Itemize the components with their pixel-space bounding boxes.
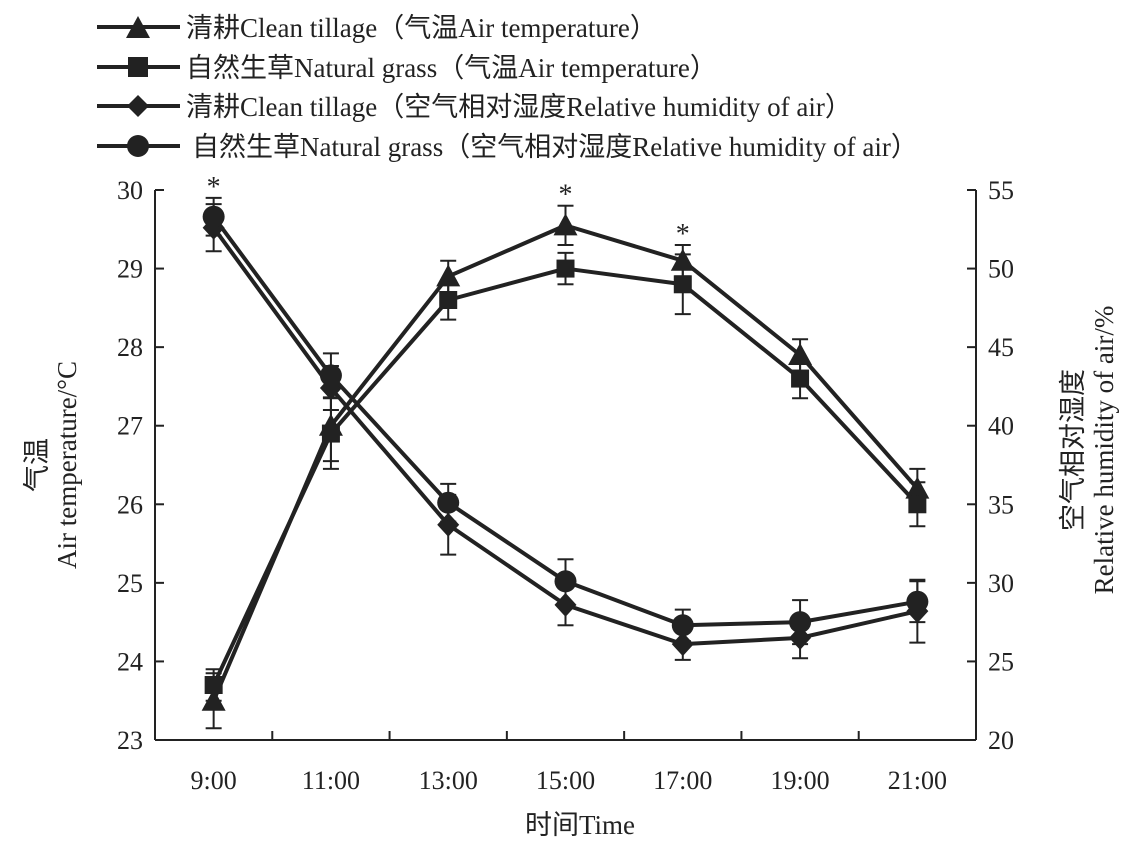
left-tick-label: 24 [117,647,143,676]
axes: 23 24 25 26 27 28 29 30 20 25 30 35 40 45 50 55 9:00 11… [117,176,1014,795]
legend-label: 自然生草Natural grass（空气相对湿度Relative humidit… [192,132,918,162]
significance-star: * [676,219,690,250]
right-tick-label: 20 [988,726,1014,755]
right-tick-label: 50 [988,255,1014,284]
circle-data-point [671,614,694,637]
circle-data-point [906,590,929,613]
legend-label: 清耕Clean tillage（气温Air temperature） [186,13,657,43]
diamond-data-point [554,592,577,617]
right-tick-label: 30 [988,569,1014,598]
legend-item-clean-tillage-humidity: 清耕Clean tillage（空气相对湿度Relative humidity … [97,92,852,122]
triangle-data-point [553,213,578,236]
left-y-axis-title-en: Air temperature/°C [52,361,82,569]
circle-data-point [554,570,577,593]
x-tick-label: 11:00 [302,766,360,795]
legend-label: 清耕Clean tillage（空气相对湿度Relative humidity … [186,92,852,122]
left-y-ticks: 23 24 25 26 27 28 29 30 [117,176,164,755]
right-tick-label: 25 [988,647,1014,676]
right-tick-label: 45 [988,333,1014,362]
right-y-ticks: 20 25 30 35 40 45 50 55 [967,176,1014,755]
left-tick-label: 29 [117,255,143,284]
legend-label: 自然生草Natural grass（气温Air temperature） [186,53,717,83]
x-tick-label: 13:00 [419,766,478,795]
x-axis-title: 时间Time [525,810,635,840]
legend-item-natural-grass-temperature: 自然生草Natural grass（气温Air temperature） [97,53,717,83]
circle-data-point [202,205,225,228]
square-data-point [908,495,927,514]
circle-data-point [437,491,460,514]
triangle-marker [126,16,150,38]
circle-marker [127,135,149,157]
left-tick-label: 26 [117,490,143,519]
legend-item-clean-tillage-temperature: 清耕Clean tillage（气温Air temperature） [97,13,657,43]
left-y-axis-title-cn: 气温 [22,438,52,492]
plot-area [201,196,930,730]
left-tick-label: 23 [117,726,143,755]
square-data-point [321,424,340,443]
x-tick-label: 9:00 [191,766,237,795]
x-tick-label: 15:00 [536,766,595,795]
x-tick-label: 17:00 [653,766,712,795]
x-tick-label: 19:00 [770,766,829,795]
right-tick-label: 55 [988,176,1014,205]
diamond-data-point [671,632,694,657]
x-tick-label: 21:00 [888,766,947,795]
series-square [204,251,927,702]
left-tick-label: 30 [117,176,143,205]
diamond-marker [127,95,149,117]
square-marker [128,57,148,77]
square-data-point [791,369,810,388]
series-circle [202,196,929,646]
right-tick-label: 40 [988,412,1014,441]
circle-data-point [319,364,342,387]
right-tick-label: 35 [988,490,1014,519]
legend-item-natural-grass-humidity: 自然生草Natural grass（空气相对湿度Relative humidit… [97,132,918,162]
significance-star: * [207,172,221,203]
right-y-axis-title-en: Relative humidity of air/% [1089,306,1119,595]
left-tick-label: 28 [117,333,143,362]
legend: 清耕Clean tillage（气温Air temperature） 自然生草N… [97,13,918,162]
significance-star: * [559,180,573,211]
significance-annotations: * * * [207,172,690,250]
circle-data-point [789,611,812,634]
right-y-axis-title-cn: 空气相对湿度 [1058,369,1088,531]
square-data-point [204,676,223,694]
diamond-data-point [437,512,460,537]
square-data-point [673,275,692,294]
left-tick-label: 25 [117,569,143,598]
left-tick-label: 27 [117,412,143,441]
square-data-point [556,259,575,278]
x-ticks: 9:00 11:00 13:00 15:00 17:00 19:00 21:00 [154,731,977,795]
square-data-point [439,291,458,309]
